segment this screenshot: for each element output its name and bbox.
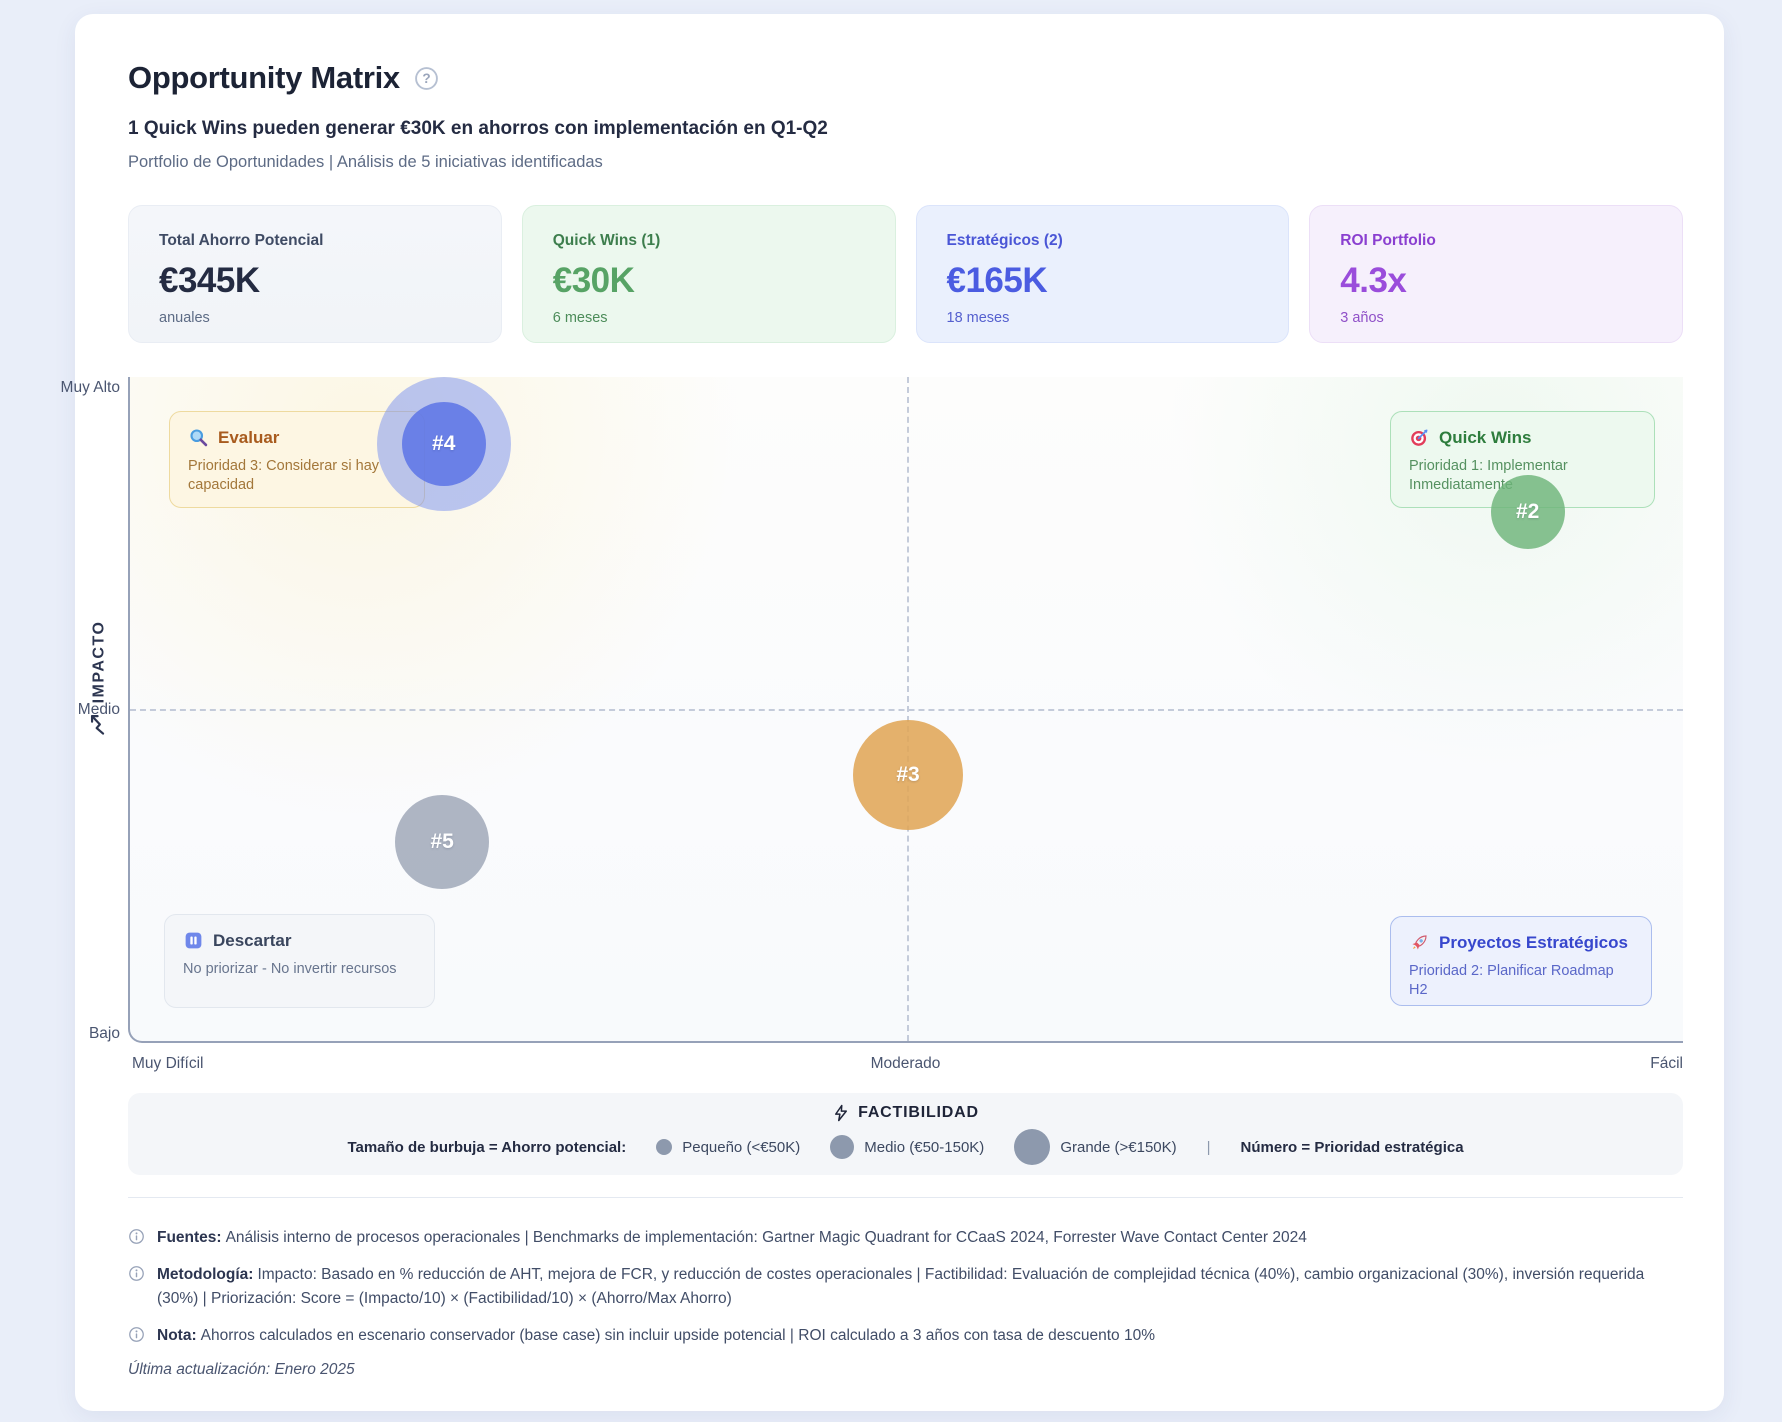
stat-sub: 18 meses (946, 310, 1010, 326)
rocket-icon (1409, 932, 1430, 953)
bubble-priority-2[interactable]: #2 (1490, 474, 1565, 549)
footer-divider (128, 1197, 1683, 1198)
stat-card-quick-wins: Quick Wins (1) €30K 6 meses (521, 205, 896, 343)
x-tick-facil: Fácil (1650, 1055, 1683, 1072)
stat-sub: 3 años (1340, 310, 1384, 326)
bubble-priority-4[interactable]: #4 (401, 402, 486, 487)
last-updated: Última actualización: Enero 2025 (128, 1361, 355, 1379)
target-icon (1409, 427, 1430, 448)
stats-row: Total Ahorro Potencial €345K anuales Qui… (128, 205, 1683, 343)
bubble-priority-5[interactable]: #5 (395, 794, 490, 889)
legend-item-pequeno: Pequeño (<€50K) (656, 1139, 800, 1156)
stat-sub: 6 meses (552, 310, 608, 326)
info-icon (128, 1228, 145, 1245)
footnote-metodologia: Metodología: Impacto: Basado en % reducci… (128, 1263, 1683, 1311)
footnotes: Fuentes: Análisis interno de procesos ope… (128, 1226, 1683, 1379)
legend-number-note: Número = Prioridad estratégica (1240, 1138, 1464, 1156)
stat-label: Quick Wins (1) (552, 232, 661, 249)
bubble-priority-3[interactable]: #3 (853, 719, 964, 830)
y-tick-medio: Medio (77, 701, 120, 718)
headline: 1 Quick Wins pueden generar €30K en ahor… (128, 118, 828, 139)
x-tick-muy-dificil: Muy Difícil (132, 1055, 204, 1072)
stat-card-roi-portfolio: ROI Portfolio 4.3x 3 años (1309, 205, 1683, 343)
subheadline: Portfolio de Oportunidades | Análisis de… (128, 153, 603, 171)
legend-item-medio: Medio (€50-150K) (830, 1135, 984, 1159)
legend-separator: | (1206, 1138, 1211, 1156)
bubble-size-legend: Tamaño de burbuja = Ahorro potencial: Pe… (128, 1129, 1683, 1165)
help-icon[interactable]: ? (414, 66, 439, 91)
legend-item-grande: Grande (>€150K) (1014, 1129, 1177, 1165)
quadrant-box-descartar: Descartar No priorizar - No invertir rec… (164, 914, 435, 1008)
x-axis-labels: Muy Difícil Moderado Fácil (128, 1055, 1683, 1077)
stat-label: Total Ahorro Potencial (159, 232, 324, 249)
header: Opportunity Matrix ? (128, 60, 1683, 96)
quadrant-box-quick-wins: Quick Wins Prioridad 1: Implementar Inme… (1390, 411, 1655, 508)
stat-value: 4.3x (1340, 261, 1407, 300)
y-tick-bajo: Bajo (88, 1025, 120, 1042)
stat-card-estrategicos: Estratégicos (2) €165K 18 meses (915, 205, 1290, 343)
svg-text:?: ? (422, 71, 430, 86)
horizontal-midline (130, 709, 1683, 711)
page-title: Opportunity Matrix (128, 60, 400, 95)
legend-band: FACTIBILIDAD Tamaño de burbuja = Ahorro … (128, 1093, 1683, 1175)
stat-value: €345K (159, 261, 260, 300)
stat-label: ROI Portfolio (1340, 232, 1436, 249)
y-axis-title: IMPACTO (88, 621, 110, 736)
large-bubble-swatch (1014, 1129, 1051, 1165)
info-icon (128, 1326, 145, 1343)
pause-icon (183, 930, 204, 951)
opportunity-matrix-panel: Opportunity Matrix ? 1 Quick Wins pueden… (61, 14, 1724, 1411)
info-icon (128, 1265, 145, 1282)
matrix-plot[interactable]: Muy Alto Medio Bajo IMPACTO (61, 377, 1683, 1043)
y-tick-muy-alto: Muy Alto (60, 379, 120, 396)
footnote-fuentes: Fuentes: Análisis interno de procesos ope… (128, 1226, 1683, 1250)
x-tick-moderado: Moderado (870, 1055, 941, 1072)
footnote-nota: Nota: Ahorros calculados en escenario con… (128, 1324, 1683, 1348)
stat-value: €165K (946, 261, 1048, 300)
matrix-section: Muy Alto Medio Bajo IMPACTO (61, 377, 1683, 1077)
lightning-icon (832, 1104, 850, 1122)
stat-card-total-ahorro: Total Ahorro Potencial €345K anuales (128, 205, 502, 343)
trending-up-icon (88, 713, 110, 735)
legend-size-label: Tamaño de burbuja = Ahorro potencial: (347, 1138, 627, 1156)
small-bubble-swatch (656, 1139, 673, 1155)
quadrant-box-proyectos-estrategicos: Proyectos Estratégicos Prioridad 2: Plan… (1390, 916, 1652, 1006)
stat-label: Estratégicos (2) (946, 232, 1063, 249)
stat-value: €30K (552, 261, 635, 300)
x-axis-title: FACTIBILIDAD (128, 1104, 1683, 1122)
stat-sub: anuales (159, 310, 210, 326)
medium-bubble-swatch (830, 1135, 855, 1159)
magnifier-icon (188, 427, 209, 448)
